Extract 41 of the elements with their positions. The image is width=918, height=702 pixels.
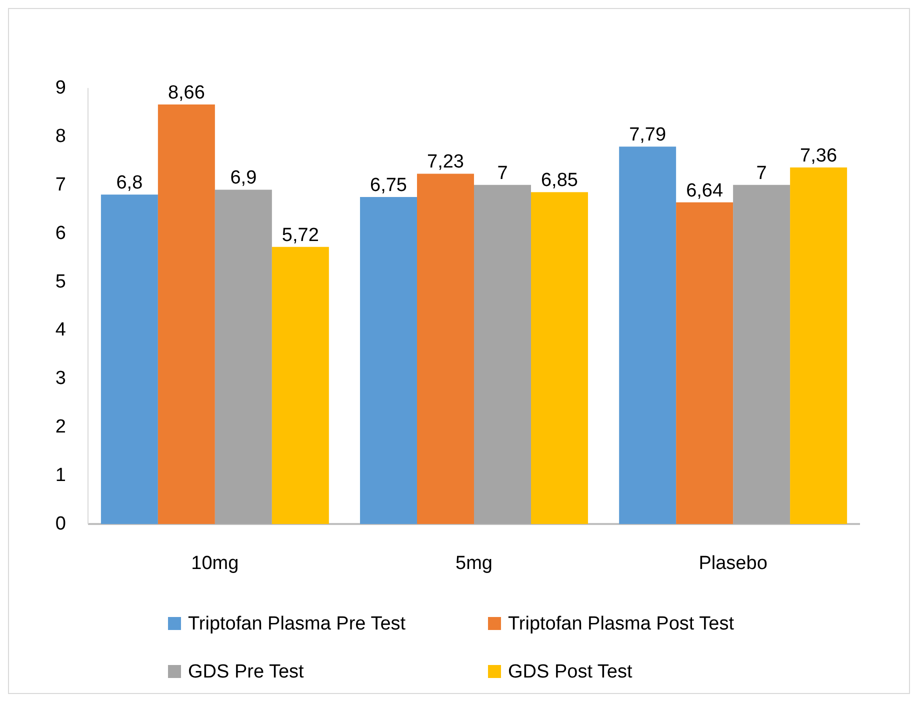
y-tick-label: 6 xyxy=(55,222,66,244)
data-label: 5,72 xyxy=(282,224,319,246)
bar xyxy=(417,174,474,524)
bar xyxy=(530,192,588,524)
data-label: 7,23 xyxy=(427,152,464,173)
data-label: 6,8 xyxy=(116,172,143,194)
y-tick-label: 1 xyxy=(55,465,66,486)
data-label: 7 xyxy=(497,162,508,184)
bar xyxy=(214,190,272,524)
data-label: 6,85 xyxy=(541,170,578,192)
legend-label: GDS Post Test xyxy=(508,662,633,682)
x-tick-label: 10mg xyxy=(191,553,239,574)
legend-label: GDS Pre Test xyxy=(188,662,305,682)
x-tick-label: Plasebo xyxy=(698,553,768,574)
data-label: 6,64 xyxy=(686,180,724,202)
y-tick-label: 3 xyxy=(55,368,66,390)
x-tick-label: 5mg xyxy=(456,553,492,574)
bar xyxy=(100,194,158,524)
y-tick-label: 8 xyxy=(55,126,66,147)
data-label: 6,75 xyxy=(370,175,407,196)
bar xyxy=(733,184,790,524)
y-tick-label: 0 xyxy=(55,514,66,534)
y-tick-label: 4 xyxy=(55,320,66,341)
data-label: 7,79 xyxy=(629,124,666,146)
y-tick-label: 2 xyxy=(55,416,66,438)
bar xyxy=(676,202,734,524)
legend-label: Triptofan Plasma Post Test xyxy=(508,614,735,634)
data-label: 7,36 xyxy=(800,145,838,166)
y-tick-label: 9 xyxy=(55,78,66,98)
bar xyxy=(360,197,418,524)
y-tick-label: 5 xyxy=(55,271,66,292)
bar xyxy=(272,246,329,524)
data-label: 8,66 xyxy=(168,82,205,104)
legend-label: Triptofan Plasma Pre Test xyxy=(188,614,406,634)
data-label: 6,9 xyxy=(230,168,257,189)
bar xyxy=(790,167,848,524)
y-tick-label: 7 xyxy=(55,174,66,196)
bar xyxy=(158,104,215,524)
bar xyxy=(619,146,676,524)
data-label: 7 xyxy=(756,162,767,184)
bar xyxy=(474,184,531,524)
